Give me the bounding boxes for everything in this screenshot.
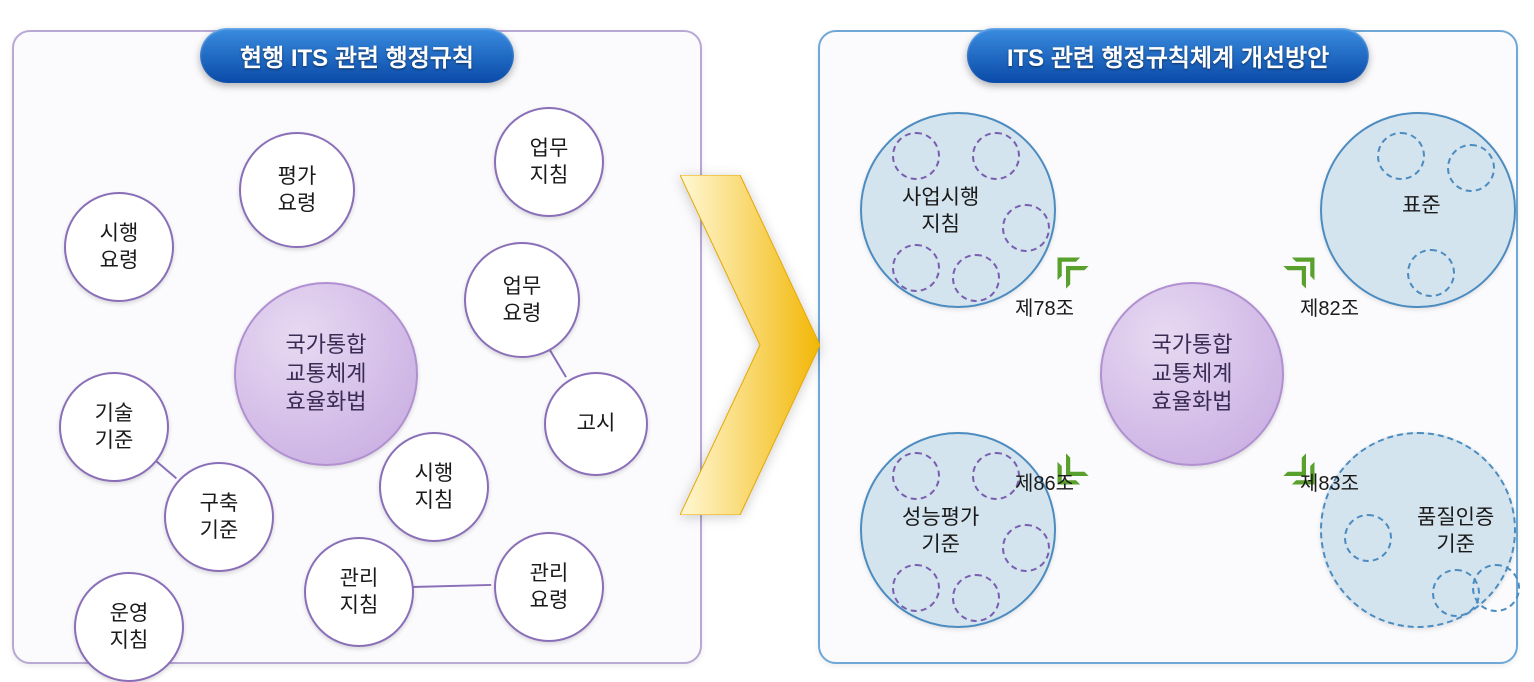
left-node: 업무요령 bbox=[464, 242, 580, 358]
cluster-mini-circle bbox=[892, 564, 940, 612]
cluster-mini-circle bbox=[972, 452, 1020, 500]
left-node: 업무지침 bbox=[494, 107, 604, 217]
cluster-mini-circle bbox=[952, 574, 1000, 622]
left-node: 관리요령 bbox=[494, 532, 604, 642]
right-edge-label: 제82조 bbox=[1300, 292, 1359, 321]
left-panel-title: 현행 ITS 관련 행정규칙 bbox=[200, 28, 514, 83]
cluster-mini-circle bbox=[892, 452, 940, 500]
right-panel-title: ITS 관련 행정규칙체계 개선방안 bbox=[967, 28, 1369, 83]
left-node: 관리지침 bbox=[304, 537, 414, 647]
right-edge-label: 제83조 bbox=[1300, 467, 1359, 496]
right-edge-label: 제86조 bbox=[1015, 467, 1074, 496]
left-central-node: 국가통합교통체계효율화법 bbox=[234, 282, 418, 466]
right-cluster: 사업시행지침 bbox=[860, 112, 1056, 308]
right-title-text: ITS 관련 행정규칙체계 개선방안 bbox=[1007, 45, 1329, 72]
cluster-mini-circle bbox=[1447, 144, 1495, 192]
right-cluster-label: 성능평가기준 bbox=[902, 504, 979, 559]
right-cluster-label: 품질인증기준 bbox=[1417, 504, 1494, 559]
cluster-mini-circle bbox=[1344, 514, 1392, 562]
left-node: 시행지침 bbox=[379, 432, 489, 542]
cluster-mini-circle bbox=[1002, 524, 1050, 572]
cluster-mini-circle bbox=[1472, 564, 1520, 612]
cluster-mini-circle bbox=[1377, 132, 1425, 180]
left-node: 고시 bbox=[544, 372, 648, 476]
cluster-mini-circle bbox=[952, 254, 1000, 302]
right-cluster: 성능평가기준 bbox=[860, 432, 1056, 628]
left-node: 구축기준 bbox=[164, 462, 274, 572]
left-node: 운영지침 bbox=[74, 572, 184, 682]
transition-arrow-icon bbox=[680, 175, 820, 515]
right-panel: ITS 관련 행정규칙체계 개선방안 사업시행지침 표준성능평가기준 품질인증기준 국… bbox=[818, 30, 1518, 664]
right-central-node: 국가통합교통체계효율화법 bbox=[1100, 282, 1284, 466]
right-cluster-label: 표준 bbox=[1402, 192, 1441, 219]
cluster-mini-circle bbox=[972, 132, 1020, 180]
cluster-mini-circle bbox=[1002, 204, 1050, 252]
cluster-mini-circle bbox=[892, 244, 940, 292]
cluster-mini-circle bbox=[1407, 249, 1455, 297]
right-cluster: 품질인증기준 bbox=[1320, 432, 1516, 628]
left-node: 시행요령 bbox=[64, 192, 174, 302]
right-cluster: 표준 bbox=[1320, 112, 1516, 308]
left-panel: 현행 ITS 관련 행정규칙 국가통합교통체계효율화법 시행요령 평가요령 업무지침업… bbox=[12, 30, 702, 664]
right-cluster-label: 사업시행지침 bbox=[902, 184, 979, 239]
left-title-text: 현행 ITS 관련 행정규칙 bbox=[240, 45, 474, 72]
cluster-mini-circle bbox=[892, 132, 940, 180]
right-edge-label: 제78조 bbox=[1015, 292, 1074, 321]
left-node: 기술기준 bbox=[59, 372, 169, 482]
left-node: 평가요령 bbox=[239, 132, 355, 248]
